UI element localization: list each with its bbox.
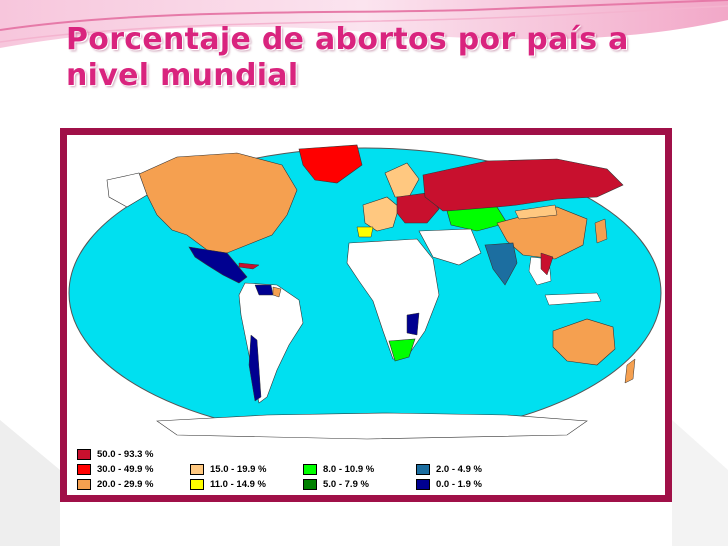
legend-item: 8.0 - 10.9 %	[303, 462, 374, 476]
map-frame: 50.0 - 93.3 % 30.0 - 49.9 % 20.0 - 29.9 …	[60, 128, 672, 502]
legend-label: 15.0 - 19.9 %	[210, 463, 267, 475]
slide-title: Porcentaje de abortos por país a nivel m…	[66, 22, 629, 94]
legend-label: 8.0 - 10.9 %	[323, 463, 375, 475]
slide-title-line-1: Porcentaje de abortos por país a	[66, 22, 629, 57]
region-mongolia	[514, 204, 558, 220]
legend-label: 20.0 - 29.9 %	[97, 478, 154, 490]
legend-label: 2.0 - 4.9 %	[436, 463, 482, 475]
region-chile	[248, 334, 262, 402]
top-wave	[0, 0, 728, 48]
legend-label: 11.0 - 14.9 %	[210, 478, 266, 490]
legend-item: 0.0 - 1.9 %	[416, 477, 482, 491]
top-wave-line	[0, 0, 728, 31]
region-cuba	[238, 262, 260, 270]
region-japan	[594, 218, 608, 244]
region-iberia	[356, 226, 374, 238]
map-panel: 50.0 - 93.3 % 30.0 - 49.9 % 20.0 - 29.9 …	[67, 135, 665, 495]
top-wave-line-2	[0, 5, 728, 43]
legend-swatch	[77, 448, 91, 460]
legend-item: 30.0 - 49.9 %	[77, 462, 154, 476]
left-shadow	[0, 420, 60, 546]
legend-swatch	[190, 478, 204, 490]
region-alaska	[106, 172, 148, 208]
region-scandinavia	[384, 162, 420, 198]
legend-item: 20.0 - 29.9 %	[77, 477, 154, 491]
world-map	[68, 144, 662, 440]
region-western-europe	[362, 196, 400, 232]
legend-swatch	[303, 463, 317, 475]
region-central-asia	[446, 206, 508, 232]
legend-swatch	[190, 463, 204, 475]
legend-swatch	[303, 478, 317, 490]
region-australia	[552, 318, 616, 366]
legend-swatch	[77, 463, 91, 475]
region-russia	[422, 158, 624, 212]
legend-label: 30.0 - 49.9 %	[97, 463, 154, 475]
legend-item: 15.0 - 19.9 %	[190, 462, 267, 476]
region-india	[484, 242, 518, 286]
slide-title-line-2: nivel mundial	[66, 58, 299, 93]
region-antarctica	[156, 412, 588, 440]
region-greenland	[298, 144, 363, 184]
region-indonesia	[544, 292, 602, 306]
legend-item: 5.0 - 7.9 %	[303, 477, 369, 491]
region-new-zealand	[624, 358, 636, 384]
legend-label: 0.0 - 1.9 %	[436, 478, 482, 490]
region-middle-east	[418, 228, 482, 266]
legend-label: 5.0 - 7.9 %	[323, 478, 369, 490]
legend-swatch	[416, 463, 430, 475]
region-mexico	[188, 246, 248, 284]
region-southern-africa	[388, 338, 416, 362]
legend-item: 2.0 - 4.9 %	[416, 462, 482, 476]
legend-item: 11.0 - 14.9 %	[190, 477, 266, 491]
region-vietnam	[540, 252, 554, 276]
legend-item: 50.0 - 93.3 %	[77, 447, 154, 461]
legend-label: 50.0 - 93.3 %	[97, 448, 154, 460]
legend-swatch	[77, 478, 91, 490]
region-guyana	[272, 286, 282, 298]
region-north-america	[136, 152, 298, 254]
region-mozambique	[406, 312, 420, 336]
right-shadow	[672, 420, 728, 546]
legend-swatch	[416, 478, 430, 490]
